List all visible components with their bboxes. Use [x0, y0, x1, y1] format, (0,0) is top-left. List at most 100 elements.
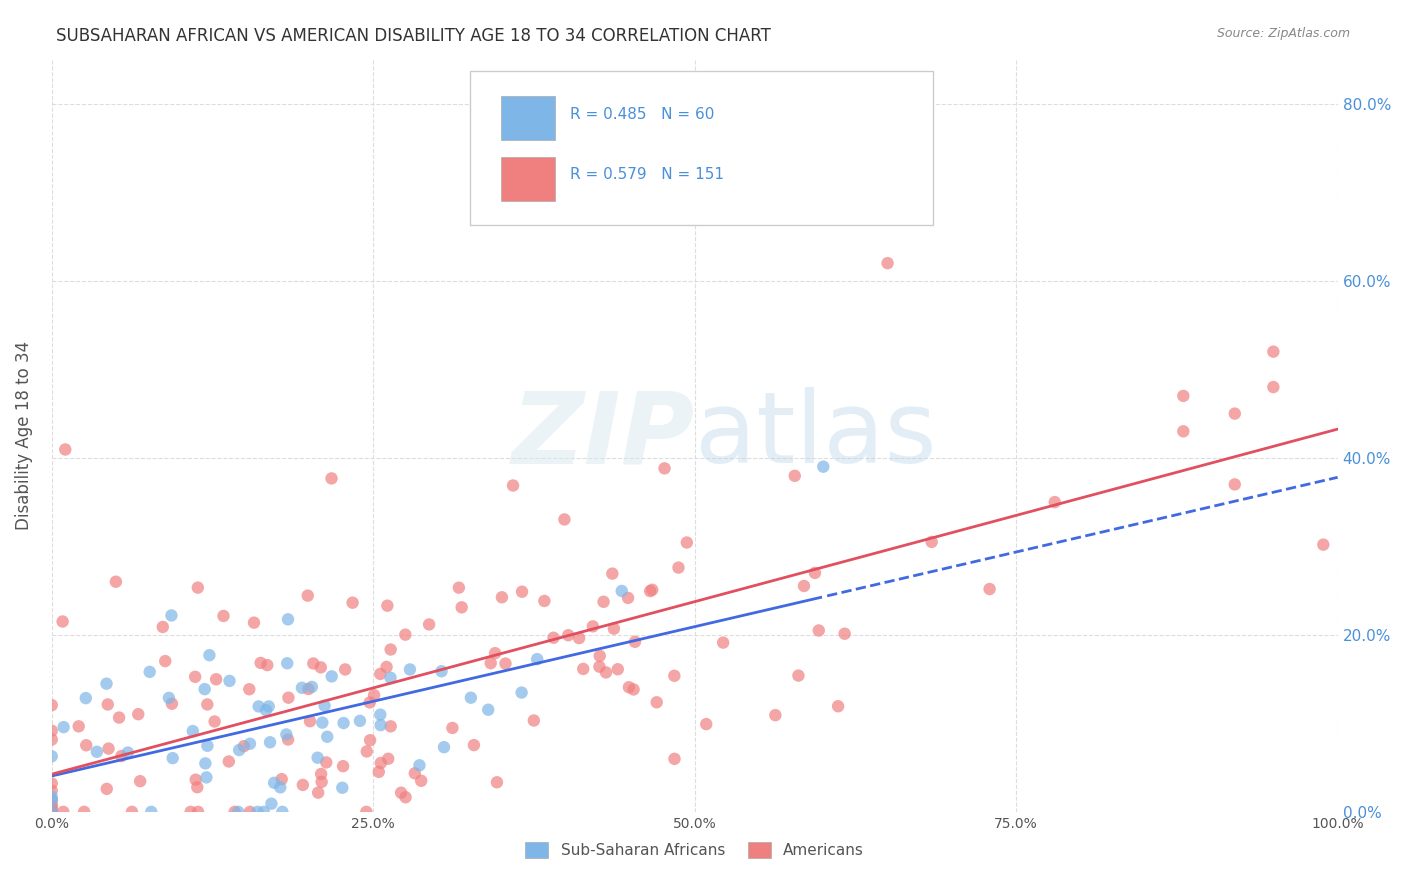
Point — [463, 738, 485, 752]
Text: SUBSAHARAN AFRICAN VS AMERICAN DISABILITY AGE 18 TO 34 CORRELATION CHART: SUBSAHARAN AFRICAN VS AMERICAN DISABILIT… — [56, 27, 770, 45]
Point — [332, 716, 354, 731]
Text: ZIP: ZIP — [512, 387, 695, 484]
Point — [602, 566, 624, 581]
Point — [370, 718, 392, 732]
Point — [247, 699, 270, 714]
Point — [668, 560, 690, 574]
Point — [813, 159, 835, 173]
Point — [450, 600, 472, 615]
Point — [309, 660, 332, 674]
Point — [75, 691, 97, 706]
Point — [160, 697, 183, 711]
Point — [302, 657, 325, 671]
Point — [876, 256, 898, 270]
Point — [495, 657, 517, 671]
Point — [152, 620, 174, 634]
Point — [309, 767, 332, 781]
Point — [314, 698, 336, 713]
Point — [363, 688, 385, 702]
Point — [277, 732, 299, 747]
Point — [433, 740, 456, 755]
Point — [664, 669, 686, 683]
Point — [246, 805, 269, 819]
Point — [491, 591, 513, 605]
Point — [311, 715, 333, 730]
Point — [276, 727, 298, 741]
Point — [380, 671, 402, 685]
Point — [121, 805, 143, 819]
Point — [41, 776, 63, 790]
Point — [204, 714, 226, 729]
Point — [86, 745, 108, 759]
Point — [543, 631, 565, 645]
Point — [582, 619, 605, 633]
Point — [408, 758, 430, 772]
Point — [418, 617, 440, 632]
Point — [380, 642, 402, 657]
Point — [205, 673, 228, 687]
Point — [297, 589, 319, 603]
Point — [441, 721, 464, 735]
Point — [195, 771, 218, 785]
FancyBboxPatch shape — [501, 96, 554, 140]
Point — [184, 670, 207, 684]
Point — [1312, 538, 1334, 552]
Point — [195, 698, 218, 712]
Point — [52, 720, 75, 734]
Point — [263, 776, 285, 790]
Point — [510, 584, 533, 599]
Point — [664, 752, 686, 766]
Point — [370, 756, 392, 770]
Legend: Sub-Saharan Africans, Americans: Sub-Saharan Africans, Americans — [519, 836, 870, 864]
Point — [276, 657, 298, 671]
Point — [553, 512, 575, 526]
Point — [484, 646, 506, 660]
Point — [97, 741, 120, 756]
Point — [695, 717, 717, 731]
Point — [187, 581, 209, 595]
Point — [321, 669, 343, 683]
Point — [638, 584, 661, 599]
Point — [291, 778, 314, 792]
Point — [291, 681, 314, 695]
Point — [380, 719, 402, 733]
Point — [212, 609, 235, 624]
Point — [160, 608, 183, 623]
Point — [41, 805, 63, 819]
Point — [41, 805, 63, 819]
Point — [253, 805, 276, 819]
Point — [187, 805, 209, 819]
Point — [41, 805, 63, 819]
Point — [218, 673, 240, 688]
Point — [610, 584, 633, 599]
Point — [404, 766, 426, 780]
Point — [260, 797, 283, 811]
Point — [277, 690, 299, 705]
Point — [233, 739, 256, 753]
Point — [617, 680, 640, 694]
Point — [110, 749, 132, 764]
Point — [41, 805, 63, 819]
Point — [104, 574, 127, 589]
Point — [243, 615, 266, 630]
Point — [1173, 389, 1195, 403]
Point — [96, 781, 118, 796]
Point — [301, 680, 323, 694]
Point — [787, 668, 810, 682]
Point — [41, 805, 63, 819]
Point — [228, 743, 250, 757]
Point — [342, 596, 364, 610]
Point — [197, 739, 219, 753]
Point — [477, 703, 499, 717]
Point — [249, 656, 271, 670]
Point — [270, 772, 292, 787]
Point — [52, 805, 75, 819]
Point — [239, 805, 262, 819]
Point — [239, 737, 262, 751]
Point — [316, 730, 339, 744]
Point — [595, 665, 617, 680]
Point — [41, 805, 63, 819]
Point — [259, 735, 281, 749]
Text: R = 0.485   N = 60: R = 0.485 N = 60 — [569, 107, 714, 122]
Point — [41, 805, 63, 819]
